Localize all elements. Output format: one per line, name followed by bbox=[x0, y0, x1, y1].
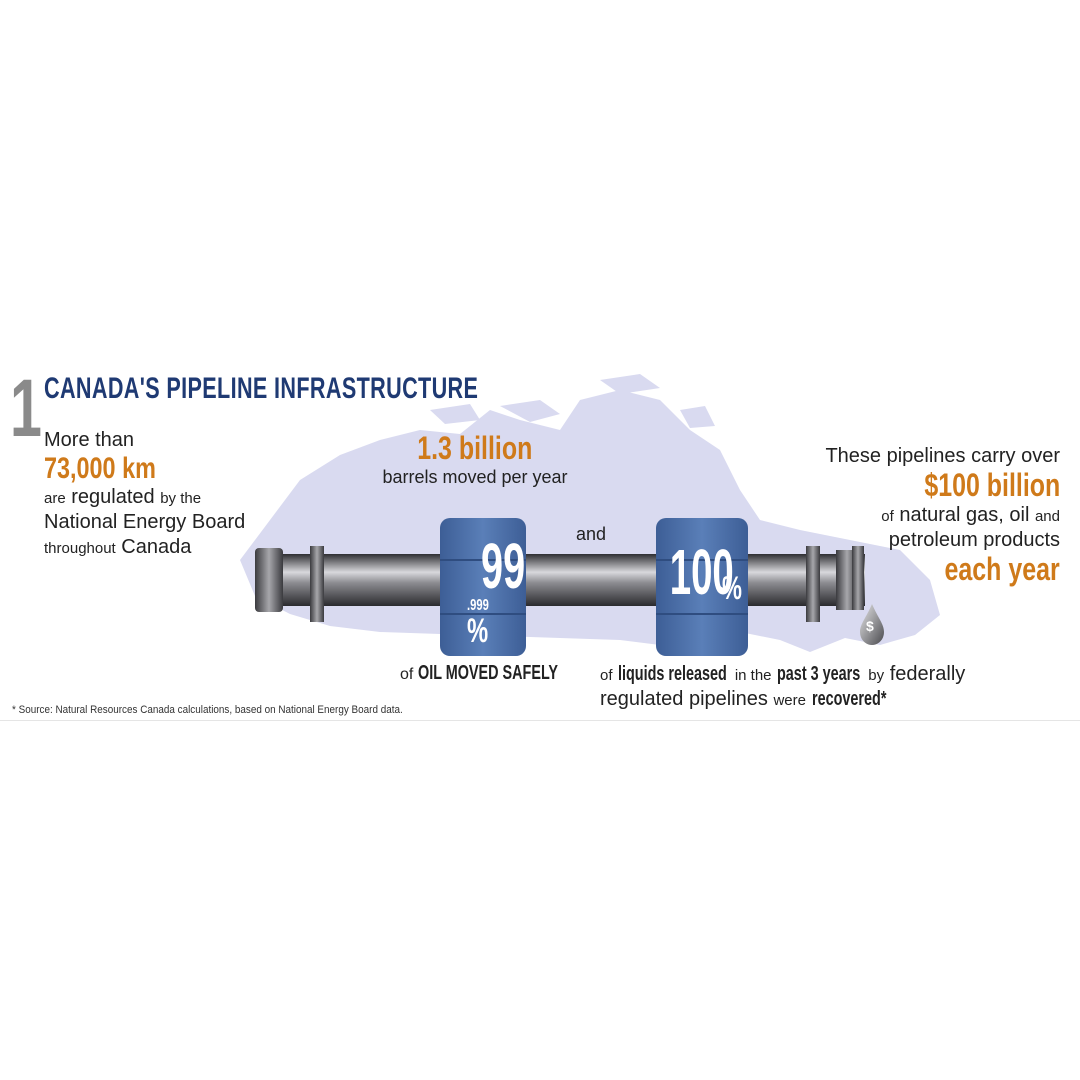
cap-regulated: regulated pipelines bbox=[600, 688, 768, 710]
more-than-text: More than bbox=[44, 429, 135, 451]
canada-text: Canada bbox=[121, 535, 192, 558]
frequency-text: each year bbox=[944, 550, 1060, 587]
regulated-text: regulated bbox=[71, 485, 155, 508]
pipeline-illustration bbox=[240, 374, 940, 656]
cap-of: of bbox=[600, 667, 613, 684]
divider bbox=[0, 720, 1080, 721]
section-number: 1 bbox=[10, 363, 42, 454]
are-text: are bbox=[44, 489, 66, 507]
barrel1-pct: % bbox=[467, 612, 489, 650]
barrel1-caption-text: OIL MOVED SAFELY bbox=[417, 662, 558, 684]
value-amount: $100 billion bbox=[924, 467, 1060, 503]
barrels-caption: barrels moved per year bbox=[382, 466, 568, 487]
and-small-text: and bbox=[1034, 507, 1060, 525]
barrel2-figure: 100% bbox=[656, 540, 752, 640]
barrel1-decimal: .999 bbox=[467, 597, 490, 614]
value-block: These pipelines carry over $100 billion … bbox=[740, 444, 1060, 586]
products1-text: natural gas, oil bbox=[899, 503, 1030, 526]
source-note: * Source: Natural Resources Canada calcu… bbox=[12, 704, 403, 716]
cap-by: by bbox=[868, 667, 885, 684]
barrel1-figure: 99 .999 % bbox=[440, 530, 526, 648]
of-text: of bbox=[881, 507, 894, 525]
cap-liquids: liquids released bbox=[618, 663, 727, 685]
barrel1-caption-of: of bbox=[400, 666, 414, 683]
cap-were: were bbox=[773, 692, 806, 709]
oil-drop-icon bbox=[860, 604, 884, 645]
throughout-text: throughout bbox=[44, 539, 116, 557]
cap-recovered: recovered* bbox=[811, 688, 886, 710]
pipeline-pipe bbox=[255, 546, 865, 622]
barrel2-main: 100 bbox=[670, 536, 735, 608]
barrels-amount: 1.3 billion bbox=[417, 430, 533, 466]
board-text: National Energy Board bbox=[44, 510, 246, 533]
barrel-100-percent bbox=[656, 518, 748, 656]
carry-text: These pipelines carry over bbox=[825, 445, 1060, 467]
cap-in-the: in the bbox=[734, 667, 772, 684]
page-title: CANADA'S PIPELINE INFRASTRUCTURE bbox=[44, 372, 479, 405]
distance-value: 73,000 km bbox=[44, 452, 156, 485]
cap-federally: federally bbox=[889, 663, 966, 685]
and-text: and bbox=[576, 524, 607, 544]
products2-text: petroleum products bbox=[888, 528, 1060, 551]
drop-symbol: $ bbox=[866, 618, 874, 634]
barrel1-main: 99 bbox=[481, 530, 526, 602]
barrel2-pct: % bbox=[722, 570, 743, 606]
barrel-99-percent bbox=[440, 518, 526, 656]
barrel2-caption: of liquids released in the past 3 years … bbox=[600, 662, 965, 712]
cap-years: past 3 years bbox=[777, 663, 861, 685]
by-the-text: by the bbox=[160, 489, 202, 507]
barrel1-caption: of OIL MOVED SAFELY bbox=[400, 662, 612, 685]
barrels-block: 1.3 billion barrels moved per year bbox=[360, 430, 590, 488]
distance-block: More than 73,000 km are regulated by the… bbox=[44, 428, 304, 560]
